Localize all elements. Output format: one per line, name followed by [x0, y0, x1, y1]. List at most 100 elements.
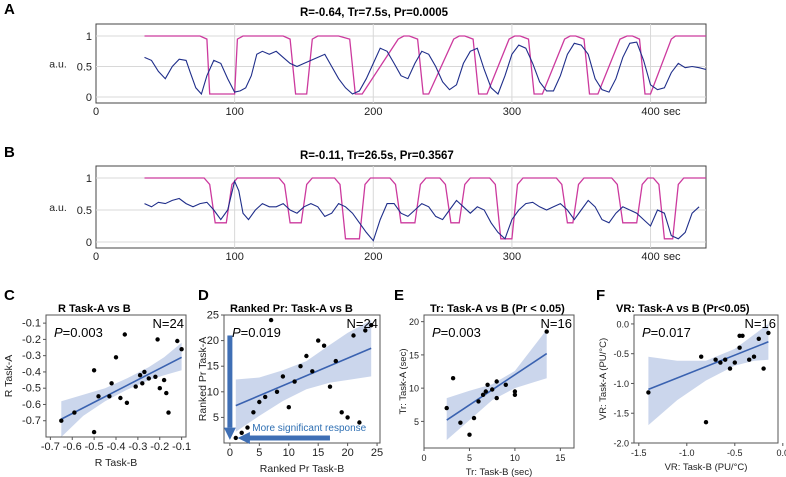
data-point — [766, 330, 771, 336]
y-axis-label: a.u. — [49, 202, 67, 214]
fit-line — [446, 352, 548, 421]
fit-line — [235, 347, 372, 407]
chart-title: R=-0.11, Tr=26.5s, Pr=0.3567 — [300, 150, 454, 162]
x-tick-label: 0 — [93, 251, 99, 263]
plot-frame — [223, 314, 381, 444]
data-point — [310, 369, 315, 374]
x-tick-label: 100 — [225, 251, 243, 263]
arrow-left-head — [237, 432, 250, 444]
x-tick-label: 10 — [510, 453, 520, 463]
y-tick-label: -2.0 — [613, 439, 629, 449]
y-tick-label: -0.3 — [22, 350, 41, 362]
x-axis-label: Tr: Task-B (sec) — [466, 467, 533, 477]
x-tick-label: 400 — [641, 106, 659, 118]
data-point — [109, 381, 114, 386]
x-tick-label: 300 — [503, 251, 521, 263]
panel-a: A R=-0.64, Tr=7.5s, Pr=0.0005 0 100 200 300 40… — [4, 1, 707, 118]
y-tick-label: -0.4 — [22, 366, 41, 378]
data-point — [316, 338, 321, 343]
panel-f: F VR: Task-A vs B (Pr<0.05) -1.5 -1.0 -0.5 0.… — [596, 287, 786, 473]
x-tick-label: 0.0 — [777, 448, 786, 458]
data-point — [166, 410, 171, 415]
y-tick-label: 10 — [409, 384, 419, 394]
data-point — [740, 333, 745, 338]
n-count-label: N=16 — [541, 316, 572, 331]
x-tick-label: -0.1 — [172, 441, 191, 453]
x-tick-label: 200 — [364, 251, 382, 263]
data-point — [723, 357, 728, 362]
data-point — [512, 389, 518, 394]
data-point — [155, 337, 160, 342]
data-point — [146, 376, 151, 381]
x-tick-label: -0.2 — [150, 441, 169, 453]
panel-letter: A — [4, 1, 15, 18]
y-tick-label: 25 — [207, 310, 219, 322]
data-point — [124, 400, 130, 405]
data-point — [363, 328, 368, 333]
data-point — [91, 368, 97, 373]
x-tick-label: 20 — [341, 447, 353, 459]
data-point — [113, 355, 119, 360]
data-point — [751, 354, 757, 359]
y-tick-label: 20 — [207, 335, 219, 347]
data-point — [91, 429, 97, 435]
data-point — [761, 366, 766, 371]
p-value-label: P=0.019 — [232, 325, 281, 340]
x-tick-label: 200 — [364, 106, 382, 118]
data-point — [298, 364, 303, 369]
data-point — [286, 405, 291, 410]
fit-line — [60, 356, 182, 420]
plot-frame — [423, 314, 575, 449]
annotation-label: More significant response — [252, 423, 366, 434]
x-tick-label: -0.5 — [85, 441, 104, 453]
data-point — [503, 382, 508, 387]
panel-d: D Ranked Pr: Task-A vs B 0 5 10 15 20 25 5 10 15 20… — [197, 287, 383, 475]
panel-letter: D — [198, 287, 209, 304]
y-tick-label: 0 — [86, 92, 92, 104]
x-tick-label: -1.5 — [631, 448, 647, 458]
data-point — [747, 357, 752, 362]
confidence-band — [446, 329, 547, 440]
x-tick-label: -0.4 — [107, 441, 126, 453]
x-tick-label: 5 — [467, 453, 472, 463]
panel-e: E Tr: Task-A vs B (Pr < 0.05) 0 5 10 15 5 10 15 2… — [394, 287, 575, 477]
y-tick-label: -0.7 — [22, 415, 41, 427]
data-point — [321, 343, 327, 348]
y-tick-label: 15 — [207, 361, 219, 373]
y-tick-label: -0.5 — [22, 383, 41, 395]
data-point — [494, 395, 499, 401]
y-tick-label: 5 — [213, 412, 219, 424]
y-tick-label: -0.2 — [22, 334, 41, 346]
y-tick-label: -0.5 — [613, 349, 629, 359]
p-value: =0.019 — [241, 325, 281, 340]
data-point — [292, 379, 297, 384]
data-point — [351, 333, 356, 338]
data-point — [756, 336, 761, 341]
x-axis-label: VR: Task-B (PU/°C) — [665, 462, 748, 473]
chart-title: VR: Task-A vs B (Pr<0.05) — [616, 303, 750, 315]
data-point — [483, 389, 488, 394]
data-point — [161, 377, 167, 383]
n-count-label: N=24 — [347, 316, 378, 331]
task-series-line — [144, 35, 706, 95]
data-point — [357, 420, 362, 425]
data-point — [175, 338, 180, 344]
x-tick-label: 15 — [555, 453, 565, 463]
y-tick-label: 20 — [409, 317, 419, 327]
data-point — [133, 384, 138, 389]
data-point — [476, 399, 481, 404]
x-tick-label: -0.6 — [63, 441, 82, 453]
chart-title: R Task-A vs B — [58, 303, 131, 315]
signal-series-line — [144, 179, 700, 242]
y-tick-label: -0.1 — [22, 318, 41, 330]
y-tick-label: 15 — [409, 350, 419, 360]
x-tick-label: 0 — [421, 453, 426, 463]
x-tick-label: 15 — [312, 447, 324, 459]
n-count-label: N=24 — [153, 316, 184, 331]
plot-frame — [95, 23, 707, 104]
p-value: =0.003 — [441, 325, 481, 340]
y-tick-label: -0.6 — [22, 399, 41, 411]
y-tick-label: 1 — [86, 173, 92, 185]
plot-frame — [633, 314, 779, 444]
